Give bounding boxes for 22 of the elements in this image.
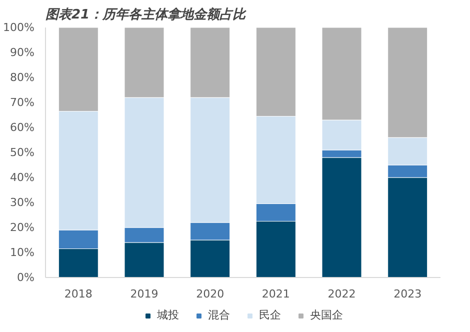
legend-label: 城投: [157, 308, 179, 322]
legend-label: 央国企: [310, 308, 343, 322]
y-tick-label: 20%: [10, 221, 35, 234]
legend-label: 混合: [208, 308, 230, 322]
x-tick-label: 2022: [328, 288, 356, 300]
x-tick-label: 2020: [196, 288, 224, 300]
y-tick-label: 40%: [10, 171, 35, 184]
legend-label: 民企: [259, 308, 281, 322]
chart-title: 图表21：历年各主体拿地金额占比: [46, 6, 247, 22]
x-tick-label: 2018: [64, 288, 92, 300]
y-tick-label: 30%: [10, 196, 35, 209]
y-tick-label: 0%: [17, 271, 34, 284]
x-tick-label: 2023: [394, 288, 422, 300]
y-tick-label: 50%: [10, 146, 35, 159]
x-tick-label: 2021: [262, 288, 290, 300]
y-tick-label: 10%: [10, 246, 35, 259]
y-tick-label: 90%: [10, 46, 35, 59]
y-tick-label: 70%: [10, 96, 35, 109]
y-tick-label: 80%: [10, 71, 35, 84]
y-tick-label: 100%: [3, 21, 35, 34]
x-tick-label: 2019: [130, 288, 158, 300]
y-tick-label: 60%: [10, 121, 35, 134]
